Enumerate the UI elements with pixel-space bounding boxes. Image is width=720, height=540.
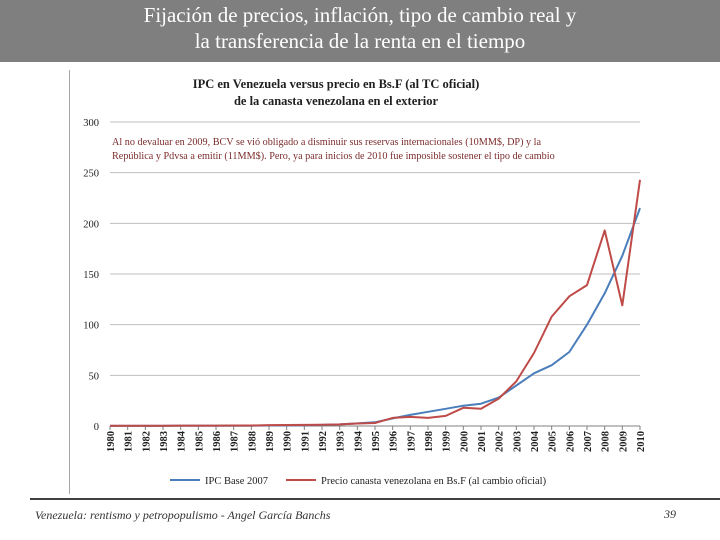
x-tick-label-1998: 1998 — [424, 431, 435, 452]
y-tick-label-300: 300 — [83, 118, 99, 129]
x-tick-label-1984: 1984 — [177, 430, 188, 452]
legend: IPC Base 2007 Precio canasta venezolana … — [170, 476, 547, 487]
y-tick-label-200: 200 — [83, 219, 99, 230]
page-number: 39 — [664, 507, 676, 521]
chart-title-line-1: IPC en Venezuela versus precio en Bs.F (… — [193, 77, 480, 91]
x-tick-label-2000: 2000 — [459, 431, 470, 452]
slide-title-bar: Fijación de precios, inflación, tipo de … — [0, 0, 720, 62]
x-tick-label-2002: 2002 — [495, 431, 506, 452]
x-tick-label-1986: 1986 — [212, 431, 223, 452]
x-tick-label-1982: 1982 — [141, 431, 152, 452]
y-axis-tick-labels: 0 50 100 150 200 250 300 — [83, 118, 99, 433]
x-tick-label-1991: 1991 — [300, 431, 311, 452]
x-tick-label-2004: 2004 — [530, 430, 541, 452]
x-tick-label-1997: 1997 — [406, 431, 417, 452]
legend-label-ipc: IPC Base 2007 — [205, 476, 268, 487]
x-tick-label-1995: 1995 — [371, 431, 382, 452]
x-tick-label-2003: 2003 — [512, 431, 523, 452]
x-tick-label-2010: 2010 — [636, 431, 647, 452]
gridlines — [109, 121, 641, 430]
x-tick-label-1985: 1985 — [194, 431, 205, 452]
x-tick-label-1993: 1993 — [336, 431, 347, 452]
series-line-precio — [110, 179, 641, 427]
x-tick-label-1999: 1999 — [442, 431, 453, 452]
y-tick-label-150: 150 — [83, 270, 99, 281]
chart-annotation-line-1: Al no devaluar en 2009, BCV se vió oblig… — [112, 137, 542, 148]
legend-label-precio: Precio canasta venezolana en Bs.F (al ca… — [321, 476, 547, 487]
x-tick-label-1983: 1983 — [159, 431, 170, 452]
series-lines — [110, 179, 641, 427]
y-tick-label-100: 100 — [83, 321, 99, 332]
x-tick-label-1992: 1992 — [318, 431, 329, 452]
slide-title-line-2: la transferencia de la renta en el tiemp… — [194, 29, 526, 53]
line-chart: IPC en Venezuela versus precio en Bs.F (… — [70, 66, 650, 498]
x-tick-label-2005: 2005 — [548, 431, 559, 452]
x-tick-label-1987: 1987 — [230, 431, 241, 452]
y-tick-label-0: 0 — [94, 422, 99, 433]
x-tick-label-2008: 2008 — [601, 431, 612, 452]
x-tick-label-2009: 2009 — [618, 431, 629, 452]
x-tick-label-1981: 1981 — [124, 431, 135, 452]
x-axis-tick-labels: 1980 1981 1982 1983 1984 1985 1986 1987 1988 1989… — [106, 430, 647, 452]
x-tick-label-1989: 1989 — [265, 431, 276, 452]
x-tick-label-1988: 1988 — [247, 431, 258, 452]
y-tick-label-250: 250 — [83, 169, 99, 180]
left-divider — [69, 70, 70, 494]
x-tick-label-2006: 2006 — [565, 431, 576, 452]
slide-title-line-1: Fijación de precios, inflación, tipo de … — [143, 3, 577, 27]
x-tick-label-1996: 1996 — [389, 431, 400, 452]
y-tick-label-50: 50 — [89, 371, 100, 382]
chart-title-line-2: de la canasta venezolana en el exterior — [234, 94, 439, 108]
x-tick-label-1990: 1990 — [283, 431, 294, 452]
footer-text: Venezuela: rentismo y petropopulismo - A… — [35, 508, 331, 522]
x-tick-label-2001: 2001 — [477, 431, 488, 452]
footer-divider — [30, 498, 720, 500]
x-tick-label-1994: 1994 — [353, 430, 364, 452]
x-tick-label-2007: 2007 — [583, 431, 594, 452]
x-tick-label-1980: 1980 — [106, 431, 117, 452]
chart-annotation-line-2: República y Pdvsa a emitir (11MM$). Pero… — [112, 151, 555, 162]
